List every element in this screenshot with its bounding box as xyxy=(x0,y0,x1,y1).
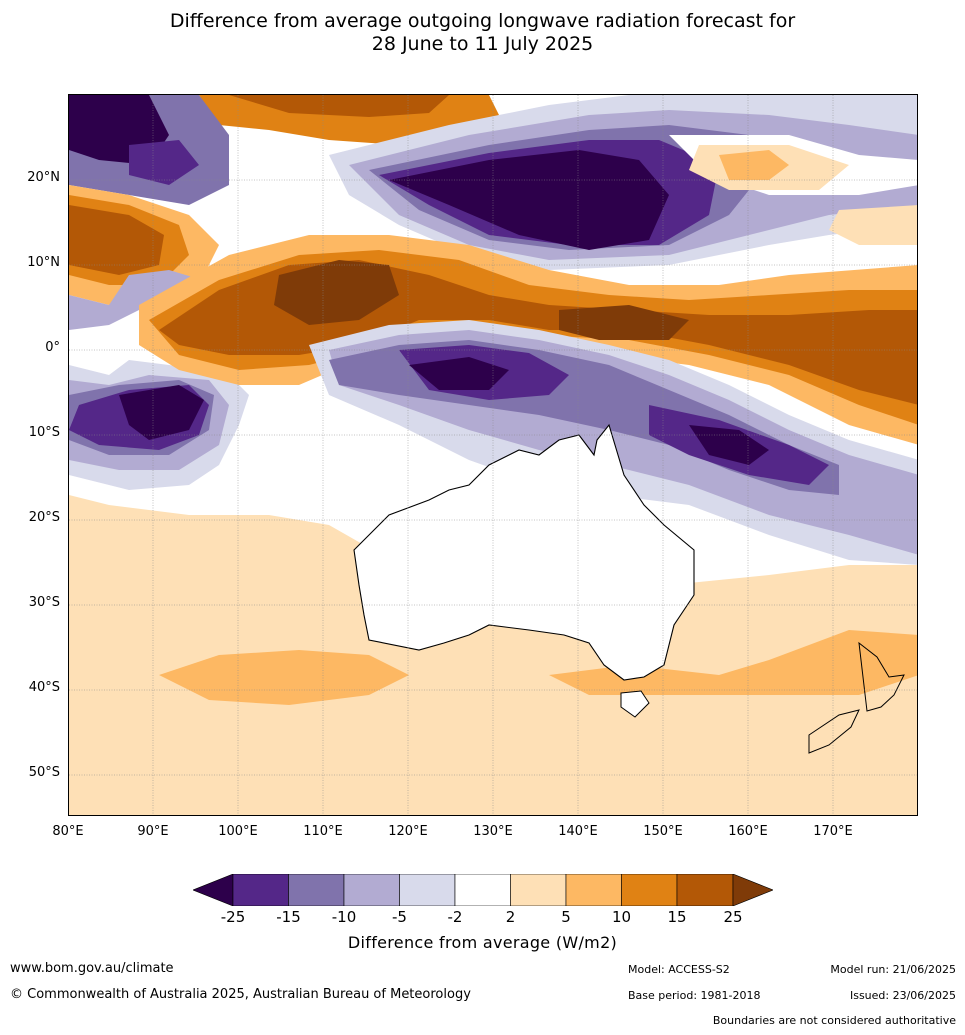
colorbar-tick: -5 xyxy=(392,908,407,926)
footer-disclaimer: Boundaries are not considered authoritat… xyxy=(712,1014,956,1027)
tasmania-outline xyxy=(620,690,650,718)
colorbar-label: Difference from average (W/m2) xyxy=(347,933,618,952)
australia-outline xyxy=(353,423,695,681)
colorbar-tick: -10 xyxy=(331,908,357,926)
colorbar-swatch-minus25-minus15 xyxy=(232,874,289,906)
lon-label-150e: 150°E xyxy=(643,824,683,839)
footer-base-period: Base period: 1981-2018 xyxy=(628,989,761,1002)
colorbar-tick: 25 xyxy=(723,908,743,926)
map-panel[interactable] xyxy=(68,94,918,816)
footer-issued: Issued: 23/06/2025 xyxy=(849,989,956,1002)
tasman-positive-core xyxy=(549,630,917,695)
colorbar-swatch-minus10-minus5 xyxy=(343,874,400,906)
lon-label-100e: 100°E xyxy=(218,824,258,839)
colorbar-tick: -25 xyxy=(220,908,246,926)
colorbar-tick: 5 xyxy=(561,908,571,926)
chart-title: Difference from average outgoing longwav… xyxy=(0,10,965,56)
southern-positive-core xyxy=(159,650,409,705)
colorbar-swatch-below-minus25 xyxy=(193,874,234,906)
colorbar-tick: 15 xyxy=(667,908,687,926)
footer-copyright: © Commonwealth of Australia 2025, Austra… xyxy=(10,987,471,1002)
colorbar-swatch-2-5 xyxy=(510,874,567,906)
colorbar xyxy=(193,874,773,906)
colorbar-tick: -2 xyxy=(447,908,463,926)
lon-label-110e: 110°E xyxy=(303,824,343,839)
colorbar-swatch-above-25 xyxy=(732,874,773,906)
lat-label-10n: 10°N xyxy=(27,255,60,270)
lat-label-equator: 0° xyxy=(45,340,60,355)
lat-label-30s: 30°S xyxy=(28,595,60,610)
colorbar-swatch-10-15 xyxy=(621,874,678,906)
footer-url[interactable]: www.bom.gov.au/climate xyxy=(10,961,174,976)
lon-label-140e: 140°E xyxy=(558,824,598,839)
lon-label-170e: 170°E xyxy=(813,824,853,839)
lat-label-40s: 40°S xyxy=(28,680,60,695)
footer-model: Model: ACCESS-S2 xyxy=(628,963,730,976)
colorbar-swatch-minus15-minus10 xyxy=(288,874,345,906)
colorbar-tick: -15 xyxy=(276,908,301,926)
lat-label-20s: 20°S xyxy=(28,510,60,525)
colorbar-swatch-minus2-2 xyxy=(454,874,511,906)
new-zealand-outline xyxy=(808,641,905,754)
anomaly-map xyxy=(69,95,917,815)
colorbar-swatch-15-25 xyxy=(676,874,734,906)
colorbar-tick: 2 xyxy=(505,908,516,926)
colorbar-swatch-minus5-minus2 xyxy=(399,874,456,906)
lon-label-90e: 90°E xyxy=(137,824,169,839)
lat-label-10s: 10°S xyxy=(28,425,60,440)
lat-label-50s: 50°S xyxy=(28,765,60,780)
footer-model-run: Model run: 21/06/2025 xyxy=(830,963,956,976)
colorbar-tick: 10 xyxy=(611,908,632,926)
title-line-1: Difference from average outgoing longwav… xyxy=(169,10,796,32)
lat-label-20n: 20°N xyxy=(27,170,60,185)
lon-label-80e: 80°E xyxy=(52,824,84,839)
lon-label-130e: 130°E xyxy=(473,824,513,839)
lon-label-160e: 160°E xyxy=(728,824,768,839)
lon-label-120e: 120°E xyxy=(388,824,428,839)
title-line-2: 28 June to 11 July 2025 xyxy=(371,33,594,55)
colorbar-swatch-5-10 xyxy=(565,874,622,906)
graticule xyxy=(69,95,917,815)
